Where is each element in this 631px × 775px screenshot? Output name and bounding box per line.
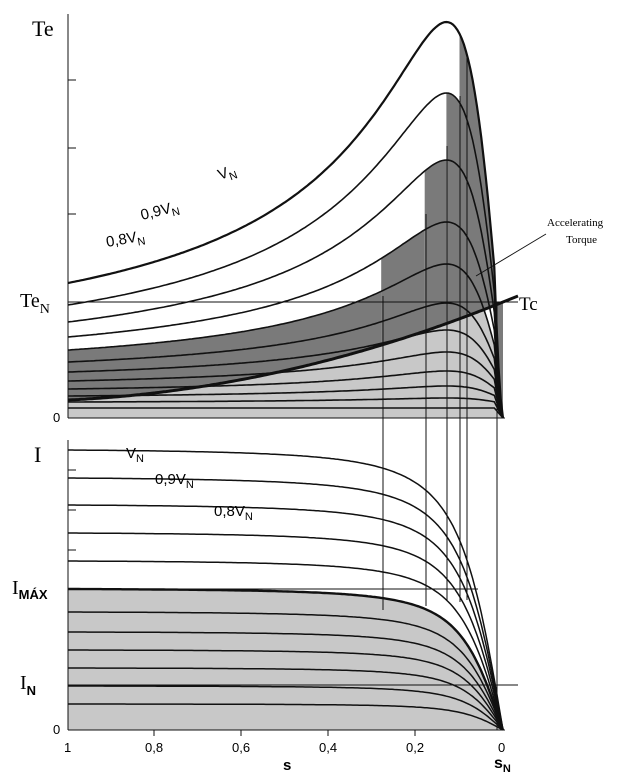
current-curve bbox=[68, 532, 504, 731]
current-curve-label-09vn: 0,9VN bbox=[155, 471, 194, 491]
current-curve bbox=[68, 703, 504, 731]
current-curve bbox=[68, 631, 504, 731]
current-curve-label-08vn: 0,8VN bbox=[214, 503, 253, 523]
current-zero-label: 0 bbox=[53, 722, 60, 737]
fill-regions bbox=[68, 33, 503, 730]
current-curve bbox=[68, 649, 504, 731]
torque-curve bbox=[68, 407, 504, 419]
torque-curve-label-vn: VN bbox=[216, 162, 240, 187]
current-axis-label: I bbox=[34, 442, 41, 467]
x-tick-label: 1 bbox=[64, 740, 71, 755]
current-curve bbox=[68, 504, 504, 731]
x-tick-label: 0,8 bbox=[145, 740, 163, 755]
torque-curve-label-09vn: 0,9VN bbox=[139, 198, 182, 227]
x-axis-label: s bbox=[283, 757, 291, 774]
torque-axis-label: Te bbox=[32, 16, 54, 41]
torque-zero-label: 0 bbox=[53, 410, 60, 425]
x-tick-label: 0,6 bbox=[232, 740, 250, 755]
current-curve-label-vn: VN bbox=[126, 445, 144, 465]
i-n-label: IN bbox=[20, 672, 36, 698]
current-curve bbox=[68, 477, 504, 731]
current-curve bbox=[68, 611, 504, 731]
accelerating-fill-step bbox=[68, 291, 382, 400]
torque-curve-label-08vn: 0,8VN bbox=[105, 227, 147, 253]
accelerating-fill-step bbox=[446, 93, 460, 324]
accelerating-torque-leader bbox=[475, 233, 547, 277]
torque-curve bbox=[67, 159, 504, 419]
leaders bbox=[475, 233, 547, 277]
torque-curve bbox=[67, 329, 504, 419]
te-n-label: TeN bbox=[20, 290, 50, 317]
torque-curve bbox=[68, 370, 504, 419]
axes bbox=[67, 14, 518, 736]
accelerating-fill-step bbox=[381, 229, 425, 346]
current-curve bbox=[68, 560, 504, 731]
torque-curve bbox=[68, 397, 504, 419]
accelerating-torque-label-2: Torque bbox=[566, 234, 597, 246]
torque-curve bbox=[67, 302, 504, 419]
current-curve bbox=[68, 667, 504, 731]
accelerating-torque-label-1: Accelerating bbox=[547, 217, 604, 229]
current-curve bbox=[68, 449, 504, 731]
load-torque-curve bbox=[67, 294, 519, 402]
torque-curve bbox=[67, 221, 504, 419]
s-n-label: sN bbox=[494, 755, 511, 775]
current-curve bbox=[68, 685, 504, 731]
accelerating-fill-step bbox=[424, 160, 447, 332]
curve-family bbox=[67, 20, 519, 731]
x-tick-label: 0,4 bbox=[319, 740, 337, 755]
current-light-fill bbox=[68, 589, 503, 730]
torque-curve bbox=[67, 263, 504, 419]
i-max-label: IMÁX bbox=[12, 577, 48, 602]
torque-curve bbox=[67, 20, 505, 419]
torque-curve bbox=[67, 92, 504, 419]
x-tick-label: 0,2 bbox=[406, 740, 424, 755]
x-tick-label: 0 bbox=[498, 740, 505, 755]
load-torque-label: Tc bbox=[519, 294, 538, 315]
